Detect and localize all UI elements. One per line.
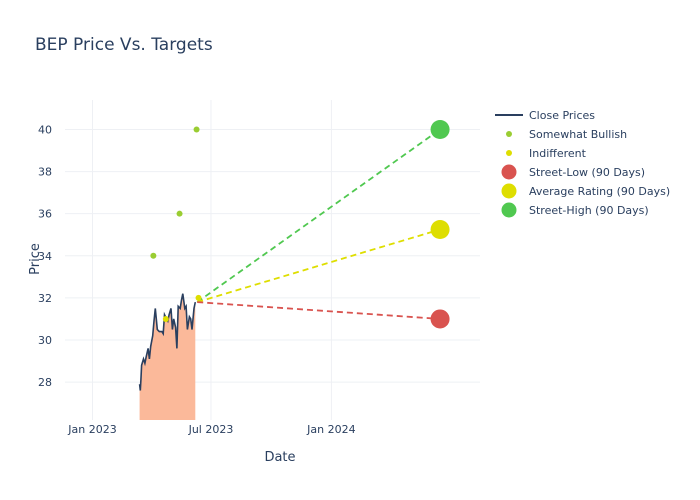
legend[interactable]: Close Prices Somewhat Bullish Indifferent S… — [495, 109, 670, 218]
street-high-marker — [430, 119, 450, 139]
y-tick-label: 40 — [38, 123, 52, 136]
legend-marker-swatch — [501, 183, 517, 199]
average-marker — [430, 219, 450, 239]
legend-label: Street-Low (90 Days) — [529, 166, 645, 179]
legend-label: Indifferent — [529, 147, 587, 160]
chart-title: BEP Price Vs. Targets — [35, 35, 213, 55]
x-axis-title: Date — [264, 450, 295, 465]
close-price-fill-layer — [139, 293, 196, 420]
y-tick-label: 34 — [38, 250, 52, 263]
x-tick-label: Jan 2023 — [67, 423, 116, 436]
target-lines-layer — [196, 128, 441, 320]
x-tick-label: Jul 2023 — [188, 423, 234, 436]
somewhat-bullish-point — [193, 126, 200, 133]
average-target-line — [196, 228, 441, 303]
y-tick-label: 36 — [38, 208, 52, 221]
rating-points-layer — [150, 119, 450, 329]
x-axis-ticks: Jan 2023 Jul 2023 Jan 2024 — [67, 423, 355, 436]
plot-area — [65, 100, 480, 420]
street-high-target-line — [196, 128, 441, 303]
legend-dot-swatch — [506, 150, 512, 156]
x-tick-label: Jan 2024 — [306, 423, 355, 436]
y-tick-label: 38 — [38, 166, 52, 179]
grid-lines — [65, 100, 480, 420]
legend-item[interactable]: Somewhat Bullish — [506, 128, 627, 141]
y-tick-label: 30 — [38, 334, 52, 347]
legend-label: Close Prices — [529, 109, 595, 122]
legend-item[interactable]: Close Prices — [495, 109, 595, 122]
legend-item[interactable]: Average Rating (90 Days) — [501, 183, 671, 199]
y-tick-label: 28 — [38, 376, 52, 389]
legend-label: Somewhat Bullish — [529, 128, 627, 141]
legend-marker-swatch — [501, 202, 517, 218]
y-tick-label: 32 — [38, 292, 52, 305]
close-price-area — [139, 293, 196, 420]
legend-marker-swatch — [501, 164, 517, 180]
legend-item[interactable]: Street-High (90 Days) — [501, 202, 649, 218]
legend-dot-swatch — [506, 131, 512, 137]
indifferent-point — [162, 315, 169, 322]
legend-item[interactable]: Street-Low (90 Days) — [501, 164, 646, 180]
legend-item[interactable]: Indifferent — [506, 147, 587, 160]
legend-label: Average Rating (90 Days) — [529, 185, 670, 198]
y-axis-ticks: 28 30 32 34 36 38 40 — [38, 123, 52, 389]
street-low-marker — [430, 309, 450, 329]
indifferent-point — [195, 294, 202, 301]
street-low-target-line — [197, 301, 441, 320]
somewhat-bullish-point — [150, 252, 157, 259]
legend-label: Street-High (90 Days) — [529, 204, 649, 217]
y-axis-title: Price — [28, 243, 43, 275]
somewhat-bullish-point — [176, 210, 183, 217]
